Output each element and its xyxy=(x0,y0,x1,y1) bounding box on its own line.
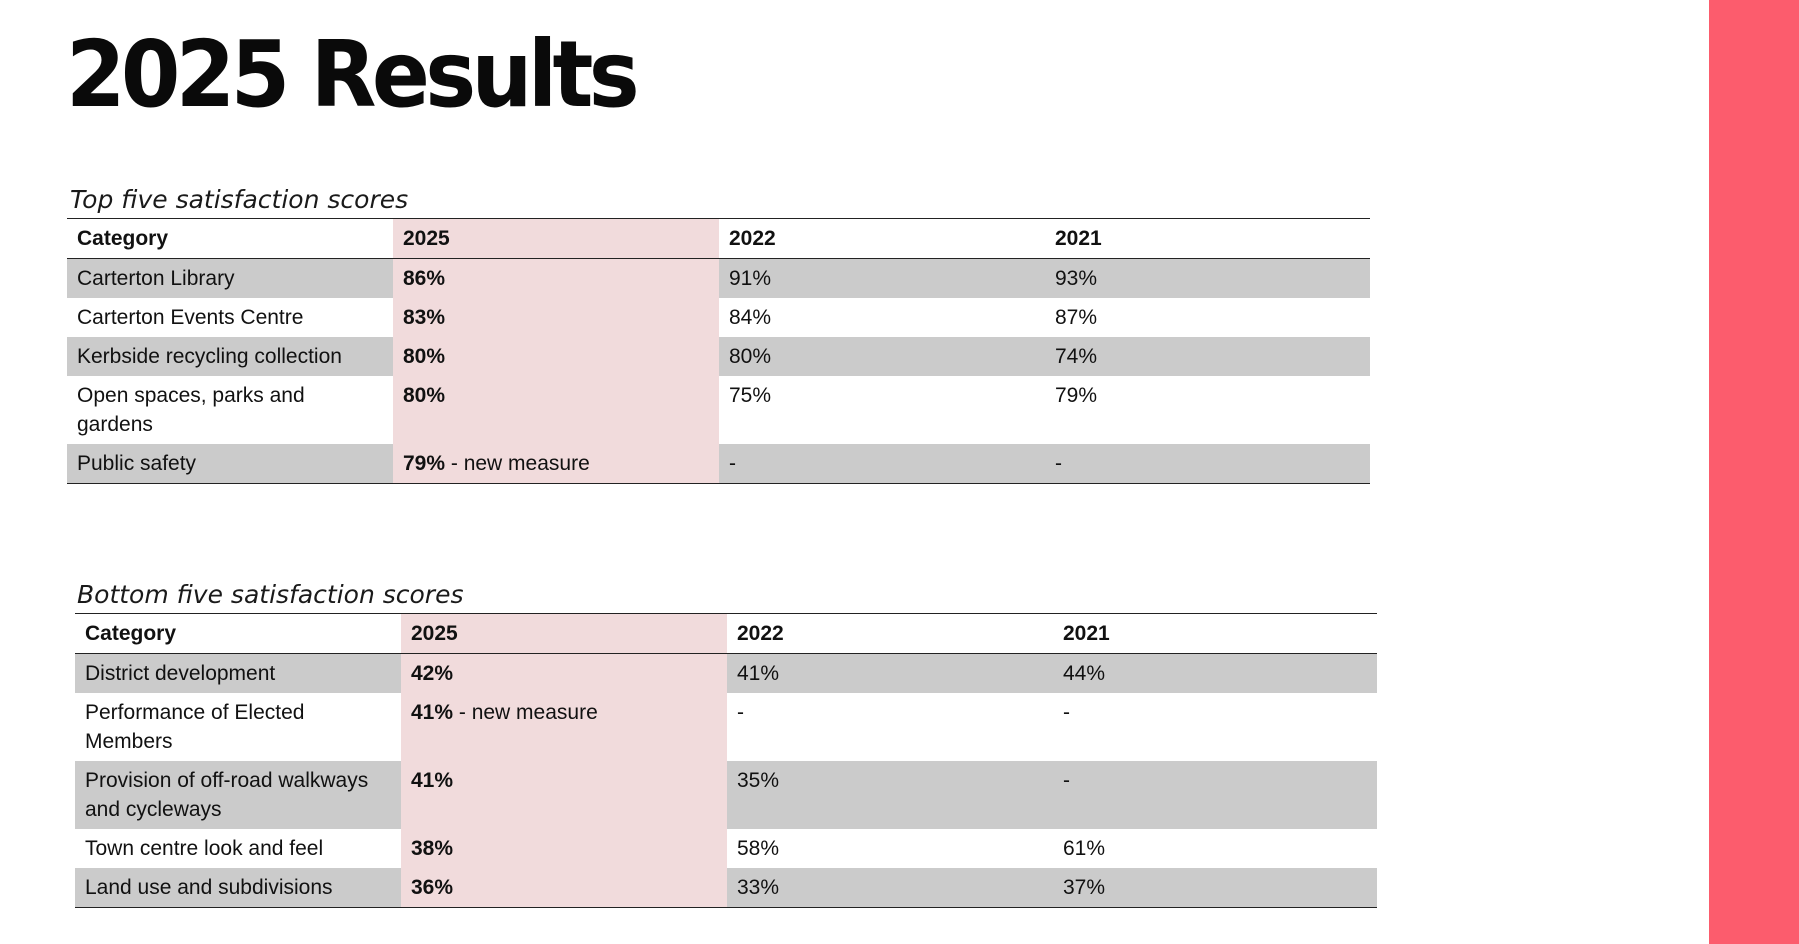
bottom-five-table: Category 2025 2022 2021 District develop… xyxy=(75,613,1377,908)
value-2021-cell: 37% xyxy=(1053,868,1377,908)
value-2021-cell: 61% xyxy=(1063,837,1106,860)
value-2025: 83% xyxy=(403,306,446,329)
table-row: Performance of Elected Members 41% - new… xyxy=(75,693,1377,761)
table-header-row: Category 2025 2022 2021 xyxy=(67,218,1370,259)
value-2022-cell: - xyxy=(719,444,1045,484)
value-2022-cell: 35% xyxy=(727,761,1053,829)
bottom-five-section: Bottom five satisfaction scores Category… xyxy=(75,576,1377,908)
category-cell: District development xyxy=(75,653,401,693)
value-note: - new measure xyxy=(453,701,598,724)
table-row: Carterton Library 86% 91% 93% xyxy=(67,258,1370,298)
category-cell: Provision of off-road walkways and cycle… xyxy=(75,761,401,829)
value-2022-cell: 80% xyxy=(719,337,1045,376)
value-2022-cell: 58% xyxy=(737,837,780,860)
value-2025-cell: 80% xyxy=(393,376,719,444)
value-2025: 79% xyxy=(403,452,446,475)
header-2022: 2022 xyxy=(729,227,776,250)
value-2022-cell: 75% xyxy=(729,384,772,407)
category-cell: Kerbside recycling collection xyxy=(67,337,393,376)
table-header-row: Category 2025 2022 2021 xyxy=(75,613,1377,654)
value-2025-cell: 86% xyxy=(393,258,719,298)
value-2025: 38% xyxy=(411,837,454,860)
header-category: Category xyxy=(85,622,177,645)
value-2021-cell: - xyxy=(1063,701,1070,724)
header-2021: 2021 xyxy=(1063,622,1110,645)
value-2025: 36% xyxy=(411,876,454,899)
table-row: Town centre look and feel 38% 58% 61% xyxy=(75,829,1377,868)
top-five-table: Category 2025 2022 2021 Carterton Librar… xyxy=(67,218,1370,484)
header-2025: 2025 xyxy=(393,218,719,259)
bottom-five-caption: Bottom five satisfaction scores xyxy=(77,580,464,609)
value-2025-cell: 79% - new measure xyxy=(393,444,719,484)
header-2025: 2025 xyxy=(401,613,727,654)
table-row: Open spaces, parks and gardens 80% 75% 7… xyxy=(67,376,1370,444)
category-cell: Performance of Elected Members xyxy=(85,701,305,753)
value-2021-cell: 74% xyxy=(1045,337,1370,376)
value-2025-cell: 41% xyxy=(401,761,727,829)
value-2021-cell: 44% xyxy=(1053,653,1377,693)
value-note: - new measure xyxy=(445,452,590,475)
value-2021-cell: - xyxy=(1045,444,1370,484)
value-2025: 80% xyxy=(403,345,446,368)
value-2025-cell: 83% xyxy=(393,298,719,337)
value-2021-cell: - xyxy=(1053,761,1377,829)
table-row: Provision of off-road walkways and cycle… xyxy=(75,761,1377,829)
category-cell: Land use and subdivisions xyxy=(75,868,401,908)
category-cell: Carterton Library xyxy=(67,258,393,298)
top-five-section: Top five satisfaction scores Category 20… xyxy=(67,181,1370,484)
value-2022-cell: 84% xyxy=(729,306,772,329)
category-cell: Open spaces, parks and gardens xyxy=(77,384,305,436)
top-five-caption: Top five satisfaction scores xyxy=(70,185,409,214)
value-2021-cell: 79% xyxy=(1055,384,1098,407)
header-category: Category xyxy=(77,227,169,250)
value-2021-cell: 93% xyxy=(1045,258,1370,298)
value-2022-cell: - xyxy=(737,701,744,724)
value-2022-cell: 91% xyxy=(719,258,1045,298)
category-cell: Carterton Events Centre xyxy=(77,306,304,329)
value-2022-cell: 41% xyxy=(727,653,1053,693)
category-cell: Town centre look and feel xyxy=(85,837,324,860)
table-row: Carterton Events Centre 83% 84% 87% xyxy=(67,298,1370,337)
header-2021: 2021 xyxy=(1055,227,1102,250)
page-title: 2025 Results xyxy=(66,21,640,128)
value-2025-cell: 41% - new measure xyxy=(401,693,727,761)
table-row: Kerbside recycling collection 80% 80% 74… xyxy=(67,337,1370,376)
table-row: District development 42% 41% 44% xyxy=(75,653,1377,693)
value-2021-cell: 87% xyxy=(1055,306,1098,329)
value-2025-cell: 80% xyxy=(393,337,719,376)
value-2025-cell: 36% xyxy=(401,868,727,908)
value-2025: 41% xyxy=(411,701,454,724)
accent-side-bar xyxy=(1709,0,1799,944)
table-row: Public safety 79% - new measure - - xyxy=(67,444,1370,484)
value-2025: 86% xyxy=(403,267,446,290)
category-cell: Public safety xyxy=(67,444,393,484)
value-2025: 80% xyxy=(403,384,446,407)
table-row: Land use and subdivisions 36% 33% 37% xyxy=(75,868,1377,908)
header-2022: 2022 xyxy=(737,622,784,645)
value-2025-cell: 38% xyxy=(401,829,727,868)
value-2022-cell: 33% xyxy=(727,868,1053,908)
value-2025-cell: 42% xyxy=(401,653,727,693)
value-2025: 42% xyxy=(411,662,454,685)
value-2025: 41% xyxy=(411,769,454,792)
